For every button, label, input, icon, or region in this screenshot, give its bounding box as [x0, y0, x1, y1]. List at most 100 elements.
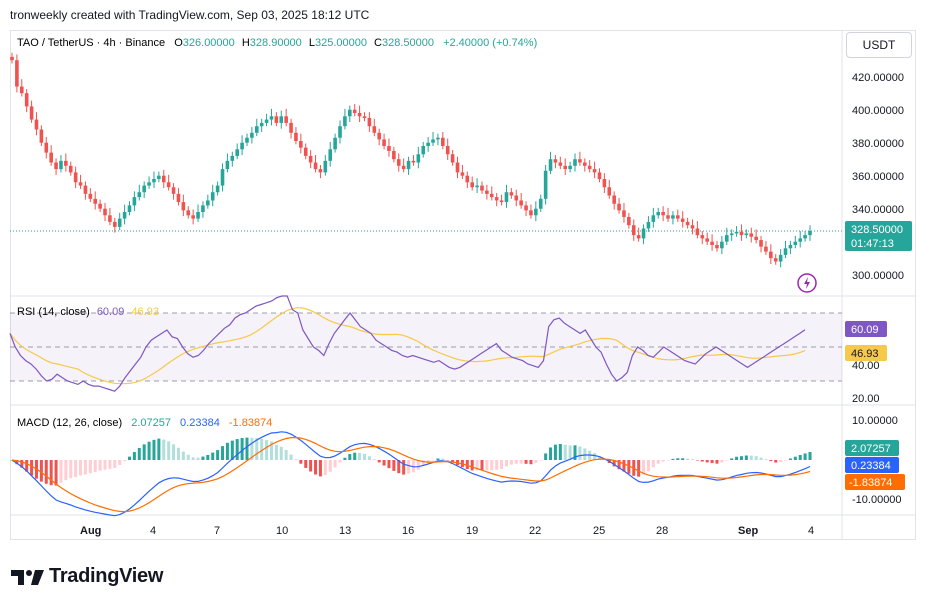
- candle-body: [470, 182, 474, 188]
- currency-button[interactable]: USDT: [846, 32, 912, 58]
- macd-histogram-bar: [392, 460, 396, 471]
- candle-body: [294, 132, 298, 142]
- macd-histogram-bar: [69, 460, 73, 479]
- macd-histogram-bar: [176, 447, 180, 460]
- candle-body: [166, 182, 171, 188]
- candle-body: [313, 162, 318, 170]
- rsi-tick: 40.00: [852, 360, 880, 372]
- candle-body: [49, 152, 53, 163]
- macd-histogram-bar: [123, 460, 127, 462]
- macd-histogram-bar: [749, 455, 753, 460]
- tradingview-logo[interactable]: TradingView: [11, 565, 163, 588]
- macd-histogram-bar: [465, 460, 469, 469]
- macd-histogram-bar: [225, 442, 229, 460]
- candle-body: [666, 215, 670, 219]
- candle-body: [563, 165, 568, 170]
- macd-histogram-bar: [627, 460, 631, 474]
- time-tick: 19: [466, 525, 478, 537]
- macd-histogram-bar: [436, 458, 440, 460]
- macd-histogram-bar: [196, 457, 200, 460]
- candle-body: [582, 162, 587, 166]
- signal-badge-value: 0.23384: [851, 460, 891, 472]
- candle-body: [421, 146, 426, 155]
- rsi-title[interactable]: RSI (14, close): [17, 306, 90, 318]
- macd-histogram-bar: [137, 448, 141, 460]
- candle-body: [759, 240, 763, 247]
- macd-histogram-bar: [181, 451, 185, 460]
- macd-histogram-bar: [553, 444, 557, 460]
- macd-title[interactable]: MACD (12, 26, close): [17, 417, 122, 429]
- macd-histogram-bar: [495, 460, 499, 470]
- candle-body: [416, 154, 421, 163]
- candle-body: [78, 182, 83, 186]
- candle-body: [254, 126, 259, 133]
- candle-body: [543, 170, 548, 199]
- candle-body: [769, 251, 773, 259]
- macd-histogram-bar: [529, 460, 533, 465]
- candle-body: [724, 235, 729, 242]
- macd-histogram-bar: [162, 439, 166, 460]
- signal-value: 0.23384: [180, 417, 220, 429]
- macd-histogram-bar: [265, 440, 269, 460]
- candle-body: [578, 159, 582, 163]
- rsi-ma-badge-value: 46.93: [851, 348, 879, 360]
- macd-badge-value: 2.07257: [851, 443, 891, 455]
- macd-histogram-bar: [25, 460, 29, 472]
- macd-histogram-bar: [338, 460, 342, 463]
- macd-histogram-bar: [367, 456, 371, 460]
- candle-body: [494, 197, 499, 201]
- rsi-value: 60.09: [97, 306, 125, 318]
- chart-frame[interactable]: [10, 30, 916, 540]
- macd-histogram-bar: [730, 458, 734, 460]
- candle-body: [64, 160, 68, 166]
- time-tick: 25: [593, 525, 605, 537]
- candle-body: [690, 225, 695, 229]
- macd-histogram-bar: [661, 460, 665, 462]
- macd-histogram-bar: [646, 460, 650, 472]
- macd-histogram-bar: [113, 460, 117, 469]
- candle-body: [142, 185, 146, 193]
- macd-histogram-bar: [382, 460, 386, 466]
- candle-body: [529, 210, 533, 216]
- candle-body: [656, 212, 661, 216]
- time-tick: Aug: [80, 525, 101, 537]
- macd-histogram-bar: [255, 437, 259, 460]
- macd-histogram-bar: [30, 460, 34, 476]
- candle-body: [235, 149, 240, 156]
- macd-histogram-bar: [637, 460, 641, 477]
- candle-body: [641, 228, 646, 239]
- candle-body: [622, 210, 626, 217]
- candle-body: [122, 212, 127, 219]
- macd-panel: [10, 431, 812, 517]
- candle-body: [152, 179, 156, 183]
- candle-body: [176, 193, 181, 203]
- macd-line: [11, 431, 811, 517]
- candle-body: [264, 119, 269, 123]
- candle-body: [250, 132, 254, 138]
- lightning-icon[interactable]: [797, 273, 817, 293]
- candle-body: [68, 165, 73, 173]
- time-tick: 4: [808, 525, 814, 537]
- candle-body: [15, 60, 19, 87]
- candle-body: [201, 205, 205, 212]
- macd-histogram-bar: [407, 460, 411, 474]
- candle-body: [348, 109, 352, 117]
- candle-body: [29, 106, 34, 120]
- candle-body: [460, 172, 465, 176]
- time-tick: 28: [656, 525, 668, 537]
- candle-body: [661, 212, 665, 216]
- candle-body: [705, 238, 709, 242]
- macd-histogram-bar: [39, 460, 43, 482]
- candle-body: [83, 185, 88, 194]
- macd-histogram-bar: [602, 459, 606, 461]
- candle-body: [186, 210, 191, 216]
- macd-histogram-bar: [803, 453, 807, 460]
- macd-histogram-bar: [74, 460, 78, 478]
- macd-histogram-bar: [20, 460, 24, 468]
- symbol-label[interactable]: TAO / TetherUS · 4h · Binance: [17, 37, 165, 49]
- candle-body: [534, 208, 538, 216]
- candle-body: [631, 225, 636, 236]
- macd-histogram-bar: [348, 454, 352, 460]
- macd-histogram-bar: [157, 438, 161, 460]
